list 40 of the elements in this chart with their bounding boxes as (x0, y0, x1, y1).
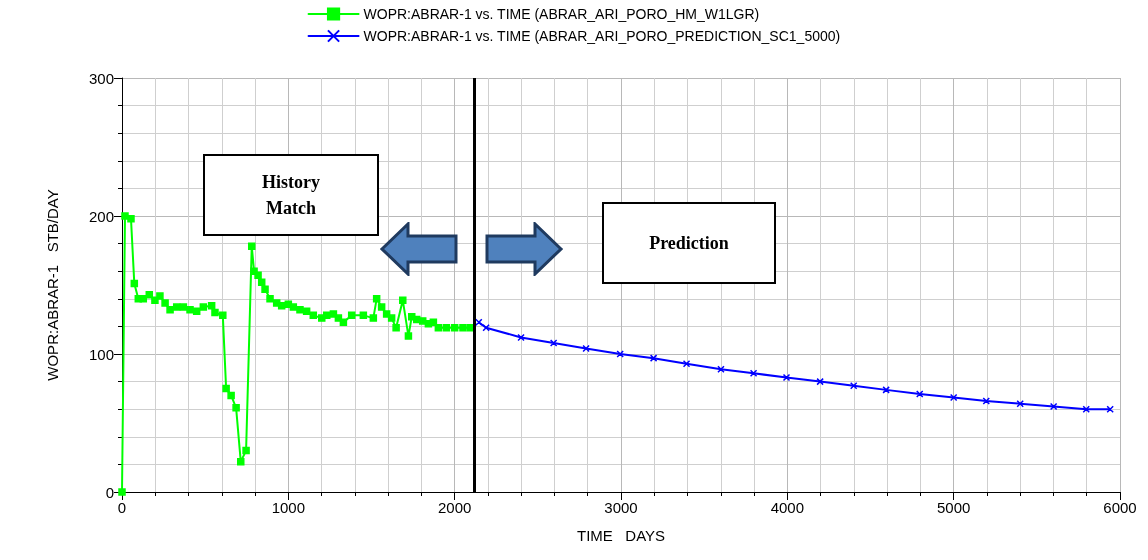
point (1049, 402, 1058, 411)
point (549, 339, 558, 347)
point (682, 359, 691, 368)
annotation: Prediction (649, 232, 729, 255)
point (982, 397, 991, 405)
point (1106, 405, 1114, 413)
point (749, 369, 758, 378)
point (915, 390, 924, 398)
x-tick-label: 4000 (770, 499, 805, 516)
x-axis-title: TIME DAYS (576, 527, 666, 544)
point (949, 393, 958, 402)
x-tick-label: 0 (117, 499, 127, 516)
point (475, 318, 483, 327)
y-tick-label: 0 (105, 483, 114, 501)
point (482, 324, 490, 332)
y-tick-label: 300 (88, 69, 114, 87)
text-box: Prediction (602, 202, 776, 284)
legend-label: WOPR:ABRAR-1 vs. TIME (ABRAR_ARI_PORO_PREDICTION_SC1_5000) (363, 28, 841, 44)
point (517, 333, 525, 342)
point (717, 365, 725, 373)
legend-label: WOPR:ABRAR-1 vs. TIME (ABRAR_ARI_PORO_HM_W1LGR) (363, 6, 760, 22)
point (882, 386, 890, 394)
x-tick-label: 3000 (604, 499, 638, 516)
x-tick-label: 5000 (936, 499, 971, 516)
x-tick-label: 2000 (437, 499, 472, 516)
y-axis-title: WOPR:ABRAR-1 STB/DAY (44, 189, 61, 381)
annotation: History Match (261, 171, 321, 220)
point (1082, 405, 1090, 413)
point (582, 344, 590, 353)
point (782, 373, 791, 382)
y-tick-label: 100 (88, 345, 114, 363)
text-box: History Match (203, 154, 379, 236)
x-tick-label: 1000 (271, 499, 306, 516)
point (649, 354, 658, 362)
x-tick-label: 6000 (1103, 499, 1137, 516)
point (1016, 399, 1024, 408)
point (816, 377, 824, 386)
y-tick-label: 200 (88, 207, 114, 225)
point (849, 381, 858, 390)
point (616, 350, 624, 358)
